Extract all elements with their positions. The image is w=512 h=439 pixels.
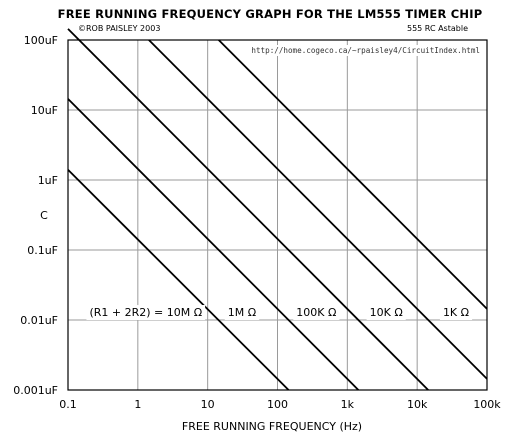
plot-frame	[67, 39, 488, 391]
x-tick-label: 100k	[473, 398, 501, 411]
x-tick-label: 1	[134, 398, 141, 411]
series-label-group: (R1 + 2R2) = 10M Ω	[86, 305, 206, 321]
x-axis-label: FREE RUNNING FREQUENCY (Hz)	[182, 420, 362, 433]
series-label: 1K Ω	[443, 306, 469, 319]
series-line-100000	[67, 28, 429, 391]
y-tick-label: 0.001uF	[13, 384, 58, 397]
series-lines	[67, 28, 488, 391]
series-label-group: 1M Ω	[224, 305, 260, 321]
series-label: (R1 + 2R2) = 10M Ω	[89, 306, 202, 319]
series-label: 100K Ω	[296, 306, 336, 319]
chart-url: http://home.cogeco.ca/~rpaisley4/Circuit…	[251, 46, 480, 55]
series-label-group: 10K Ω	[366, 305, 406, 321]
chart-subtitle-left: ©ROB PAISLEY 2003	[78, 24, 160, 33]
chart-subtitle-right: 555 RC Astable	[407, 24, 468, 33]
x-tick-label: 100	[267, 398, 288, 411]
series-label: 1M Ω	[228, 306, 256, 319]
y-tick-labels: 100uF 10uF 1uF 0.1uF 0.01uF 0.001uF	[13, 34, 58, 397]
y-axis-label: C	[40, 209, 48, 222]
url-background	[249, 45, 482, 56]
y-tick-label: 100uF	[24, 34, 58, 47]
series-line-1000	[218, 39, 488, 310]
series-label-group: 1K Ω	[439, 305, 473, 321]
series-line-10000	[148, 39, 488, 380]
series-label-background	[439, 305, 473, 321]
series-line-10000000	[67, 169, 290, 391]
x-tick-label: 1k	[341, 398, 355, 411]
x-tick-labels: 0.1 1 10 100 1k 10k 100k	[59, 398, 501, 411]
series-label-group: 100K Ω	[293, 305, 340, 321]
chart-title: FREE RUNNING FREQUENCY GRAPH FOR THE LM5…	[58, 7, 483, 21]
y-tick-label: 0.01uF	[20, 314, 58, 327]
series-labels: (R1 + 2R2) = 10M Ω 1M Ω 100K Ω 10K Ω 1K Ω	[86, 305, 473, 321]
y-tick-label: 0.1uF	[27, 244, 58, 257]
x-tick-label: 10	[201, 398, 215, 411]
series-label-background	[366, 305, 406, 321]
series-label-background	[293, 305, 340, 321]
y-tick-label: 1uF	[38, 174, 58, 187]
series-label-background	[224, 305, 260, 321]
series-line-1000000	[67, 98, 360, 391]
x-tick-label: 0.1	[59, 398, 77, 411]
series-label: 10K Ω	[370, 306, 403, 319]
x-tick-label: 10k	[407, 398, 428, 411]
series-label-background	[86, 305, 206, 321]
y-tick-label: 10uF	[31, 104, 58, 117]
